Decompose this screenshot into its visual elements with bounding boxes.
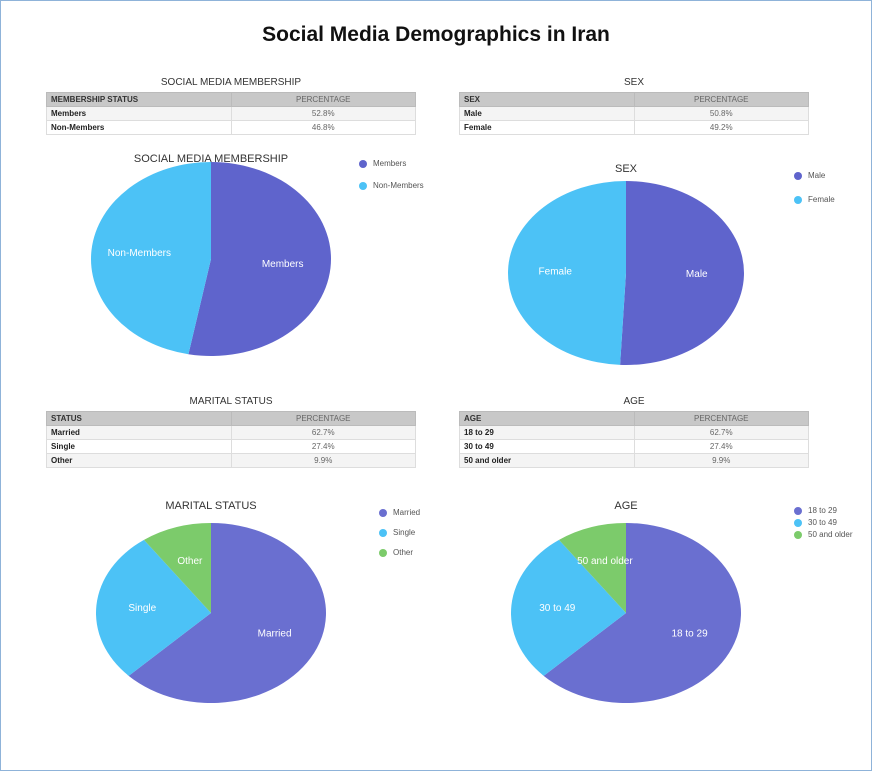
column-header: PERCENTAGE bbox=[231, 412, 416, 426]
legend-marker bbox=[379, 549, 387, 557]
column-header: STATUS bbox=[47, 412, 232, 426]
table-cell: Members bbox=[47, 107, 232, 121]
slice-label: Non-Members bbox=[108, 248, 171, 259]
chart-title: MARITAL STATUS bbox=[165, 500, 256, 512]
table-cell: 49.2% bbox=[634, 121, 809, 135]
table-cell: 62.7% bbox=[634, 426, 809, 440]
slice-label: 50 and older bbox=[577, 556, 633, 567]
table-cell: 9.9% bbox=[634, 454, 809, 468]
page: Social Media Demographics in Iran SOCIAL… bbox=[0, 0, 872, 771]
column-header: SEX bbox=[460, 93, 635, 107]
table-cell: 30 to 49 bbox=[460, 440, 635, 454]
legend-label: Female bbox=[808, 195, 835, 204]
column-header: AGE bbox=[460, 412, 635, 426]
slice-label: Married bbox=[258, 629, 292, 640]
slice-label: Other bbox=[177, 556, 203, 567]
slice-label: Male bbox=[686, 269, 708, 280]
table-block: SOCIAL MEDIA MEMBERSHIP MEMBERSHIP STATUS… bbox=[46, 77, 416, 135]
legend-marker bbox=[379, 509, 387, 517]
table-cell: 18 to 29 bbox=[460, 426, 635, 440]
slice-label: 18 to 29 bbox=[672, 629, 709, 640]
legend-marker bbox=[359, 160, 367, 168]
table-cell: Female bbox=[460, 121, 635, 135]
header-row: AGEPERCENTAGE bbox=[460, 412, 809, 426]
table-cell: Other bbox=[47, 454, 232, 468]
table-cell: 27.4% bbox=[634, 440, 809, 454]
table-cell: Single bbox=[47, 440, 232, 454]
slice-label: 30 to 49 bbox=[539, 603, 576, 614]
pie-slice bbox=[620, 181, 744, 365]
legend-marker bbox=[794, 531, 802, 539]
chart-title: SEX bbox=[615, 163, 638, 175]
table-cell: Male bbox=[460, 107, 635, 121]
legend-label: 18 to 29 bbox=[808, 506, 837, 515]
legend-label: Married bbox=[393, 508, 420, 517]
table-cell: 50.8% bbox=[634, 107, 809, 121]
legend-label: 50 and older bbox=[808, 530, 853, 539]
legend-label: 30 to 49 bbox=[808, 518, 837, 527]
legend-marker bbox=[794, 196, 802, 204]
legend-label: Single bbox=[393, 528, 416, 537]
legend-label: Members bbox=[373, 159, 406, 168]
column-header: PERCENTAGE bbox=[231, 93, 416, 107]
slice-label: Female bbox=[539, 266, 573, 277]
column-header: MEMBERSHIP STATUS bbox=[47, 93, 232, 107]
table-cell: 50 and older bbox=[460, 454, 635, 468]
table-title: SOCIAL MEDIA MEMBERSHIP bbox=[46, 77, 416, 88]
legend-label: Male bbox=[808, 171, 826, 180]
legend-marker bbox=[359, 182, 367, 190]
table-title: MARITAL STATUS bbox=[46, 396, 416, 407]
table-cell: Non-Members bbox=[47, 121, 232, 135]
legend-marker bbox=[794, 519, 802, 527]
table-cell: 9.9% bbox=[231, 454, 416, 468]
table-title: AGE bbox=[459, 396, 809, 407]
slice-label: Single bbox=[128, 603, 156, 614]
table-title: SEX bbox=[459, 77, 809, 88]
slice-label: Members bbox=[262, 259, 304, 270]
column-header: PERCENTAGE bbox=[634, 93, 809, 107]
legend-label: Other bbox=[393, 548, 413, 557]
legend-marker bbox=[379, 529, 387, 537]
chart-title: AGE bbox=[614, 500, 637, 512]
legend-marker bbox=[794, 507, 802, 515]
legend-marker bbox=[794, 172, 802, 180]
table-cell: Married bbox=[47, 426, 232, 440]
table-cell: 27.4% bbox=[231, 440, 416, 454]
table-cell: 52.8% bbox=[231, 107, 416, 121]
table-cell: 62.7% bbox=[231, 426, 416, 440]
table-cell: 46.8% bbox=[231, 121, 416, 135]
column-header: PERCENTAGE bbox=[634, 412, 809, 426]
legend-label: Non-Members bbox=[373, 181, 424, 190]
